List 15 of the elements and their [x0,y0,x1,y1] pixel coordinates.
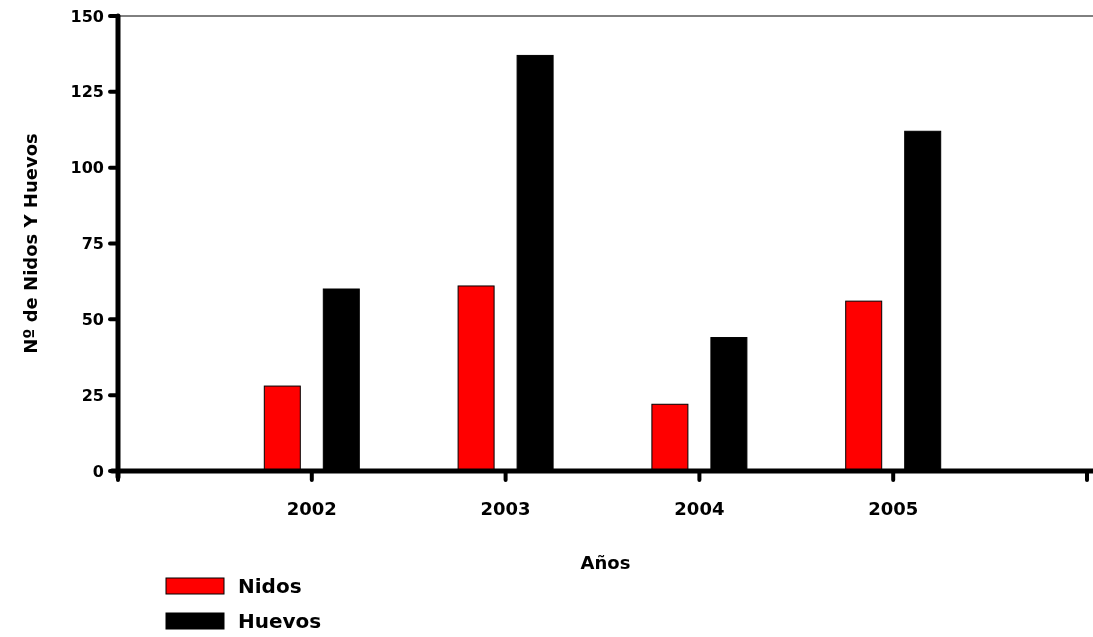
legend-label: Huevos [238,609,322,633]
x-tick-label: 2005 [868,498,919,519]
x-axis-title: Años [580,552,631,573]
x-tick-label: 2003 [480,498,531,519]
y-tick-label: 100 [70,158,104,178]
y-tick-label: 25 [81,385,104,405]
y-tick-label: 0 [92,461,104,481]
legend-label: Nidos [238,574,302,598]
y-tick-label: 75 [81,234,104,254]
y-axis-title: Nº de Nidos Y Huevos [20,133,41,354]
y-tick-label: 50 [81,309,104,329]
y-tick-label: 150 [70,6,104,26]
x-tick-label: 2002 [286,498,337,519]
y-tick-label: 125 [70,82,104,102]
x-tick-label: 2004 [674,498,725,519]
